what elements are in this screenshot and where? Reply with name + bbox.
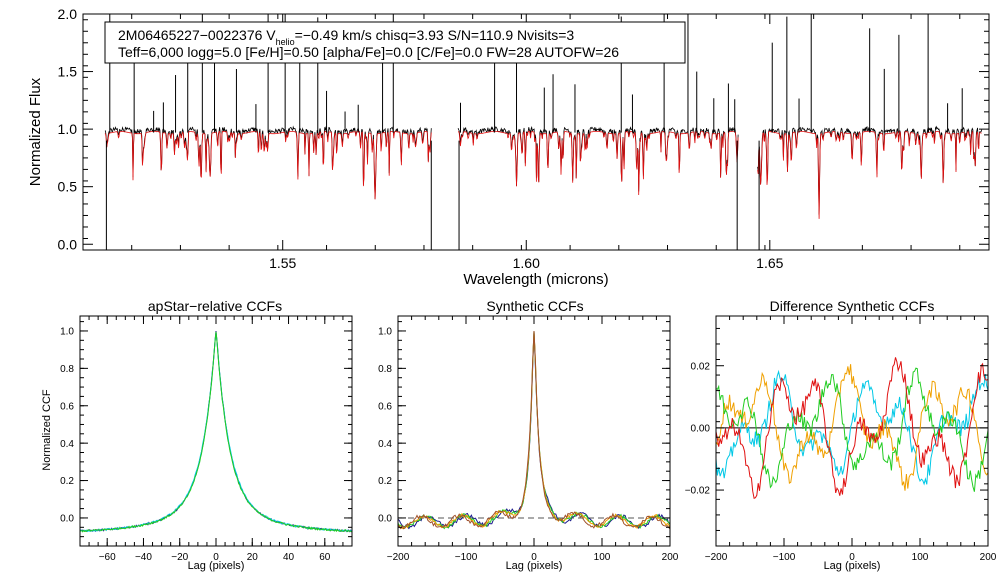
difference-ccf-ytick-label: −0.02 bbox=[685, 486, 711, 497]
apstar-ccf-ytick-label: 0.0 bbox=[60, 514, 74, 525]
spectrum-xtick-label: 1.55 bbox=[269, 255, 296, 271]
spectrum-ytick-label: 2.0 bbox=[58, 6, 78, 22]
apstar-ccf-line bbox=[79, 330, 353, 533]
apstar-ccf-ylabel: Normalized CCF bbox=[41, 389, 53, 471]
apstar-ccf-xtick-label: −40 bbox=[135, 552, 152, 563]
difference-ccf-line bbox=[715, 357, 989, 500]
spectrum-ytick-label: 1.5 bbox=[58, 64, 78, 80]
apstar-ccf-ytick-label: 1.0 bbox=[60, 327, 74, 338]
spectrum-xlabel: Wavelength (microns) bbox=[463, 271, 608, 288]
synthetic-ccf-line bbox=[397, 330, 671, 530]
synthetic-ccf-xtick-label: −100 bbox=[455, 552, 478, 563]
spectrum-axes-frame bbox=[82, 13, 990, 251]
apstar-ccf-xlabel: Lag (pixels) bbox=[188, 560, 245, 572]
apstar-ccf-line bbox=[79, 331, 352, 533]
synthetic-ccf-title: Synthetic CCFs bbox=[486, 298, 583, 314]
apstar-ccf-xtick-label: 40 bbox=[283, 552, 295, 563]
apstar-ccf-ticks: −60 −40 −20 0 20 40 60 0.0 0.2 0.4 0.6 0.8 1.0 bbox=[60, 316, 353, 563]
spectrum-panel: 1.55 1.60 1.65 0.0 0.5 1.0 1.5 2.0 Normalized F… bbox=[27, 6, 990, 288]
difference-ccf-plot-area bbox=[715, 357, 989, 500]
annotation-line-1: 2M06465227−0022376 Vhelio=−0.49 km/s chi… bbox=[118, 27, 574, 47]
synthetic-ccf-ytick-label: 0.6 bbox=[378, 401, 392, 412]
apstar-ccf-ytick-label: 0.2 bbox=[60, 476, 74, 487]
spectrum-xtick-label: 1.65 bbox=[756, 255, 783, 271]
observed-spectrum-chip-1 bbox=[104, 125, 432, 200]
apstar-ccf-title: apStar−relative CCFs bbox=[148, 298, 282, 314]
synthetic-ccf-ticks: −200 −100 0 100 200 0.0 0.2 0.4 0.6 0.8 1.0 bbox=[378, 316, 679, 563]
synthetic-ccf-ytick-label: 0.2 bbox=[378, 476, 392, 487]
annotation-line-1-suffix: =−0.49 km/s chisq=3.93 S/N=110.9 Nvisits… bbox=[295, 27, 575, 43]
synthetic-ccf-ytick-label: 0.8 bbox=[378, 364, 392, 375]
spectrum-ticks: 1.55 1.60 1.65 0.0 0.5 1.0 1.5 2.0 bbox=[58, 6, 989, 271]
difference-ccf-ytick-label: 0.02 bbox=[691, 361, 711, 372]
apstar-ccf-xtick-label: 20 bbox=[247, 552, 259, 563]
synthetic-ccf-axes-frame bbox=[397, 315, 671, 547]
difference-ccf-xlabel: Lag (pixels) bbox=[824, 560, 881, 572]
spectrum-ytick-label: 1.0 bbox=[58, 121, 78, 137]
synthetic-ccf-xtick-label: 0 bbox=[531, 552, 537, 563]
apstar-ccf-line bbox=[79, 332, 353, 533]
observed-spectrum-chip-2 bbox=[457, 125, 739, 192]
spectrum-xtick-label: 1.60 bbox=[513, 255, 540, 271]
spectrum-ylabel: Normalized Flux bbox=[27, 77, 44, 186]
apstar-ccf-xtick-label: 60 bbox=[319, 552, 331, 563]
difference-ccf-ytick-label: 0.00 bbox=[691, 423, 711, 434]
synthetic-ccf-line bbox=[397, 330, 671, 530]
difference-ccf-title: Difference Synthetic CCFs bbox=[770, 298, 935, 314]
synthetic-ccf-line bbox=[397, 330, 671, 530]
synthetic-ccf-xtick-label: 100 bbox=[594, 552, 611, 563]
difference-ccf-xtick-label: −100 bbox=[773, 552, 796, 563]
difference-ccf-xtick-label: −200 bbox=[705, 552, 728, 563]
annotation-line-2: Teff=6,000 logg=5.0 [Fe/H]=0.50 [alpha/F… bbox=[118, 44, 619, 60]
synthetic-ccf-xtick-label: 200 bbox=[662, 552, 679, 563]
difference-ccf-panel: Difference Synthetic CCFs −200 −100 0 100 20… bbox=[685, 298, 997, 572]
model-spectrum-chip-1 bbox=[104, 130, 432, 200]
spectrum-ytick-label: 0.0 bbox=[58, 236, 78, 252]
apstar-ccf-xtick-label: 0 bbox=[213, 552, 219, 563]
model-spectrum-chip-2 bbox=[458, 130, 739, 196]
spectrum-annotation-box: 2M06465227−0022376 Vhelio=−0.49 km/s chi… bbox=[104, 21, 686, 64]
difference-ccf-line bbox=[715, 367, 989, 492]
synthetic-ccf-plot-area bbox=[397, 330, 671, 530]
synthetic-ccf-panel: Synthetic CCFs −200 −100 0 100 200 0.0 0.2 0.4 0… bbox=[378, 298, 679, 572]
difference-ccf-xtick-label: 0 bbox=[849, 552, 855, 563]
apstar-ccf-plot-area bbox=[79, 330, 353, 533]
synthetic-ccf-ytick-label: 0.4 bbox=[378, 439, 392, 450]
spectrum-ytick-label: 0.5 bbox=[58, 179, 78, 195]
difference-ccf-line bbox=[715, 364, 989, 491]
apstar-ccf-xtick-label: −20 bbox=[171, 552, 188, 563]
synthetic-ccf-xlabel: Lag (pixels) bbox=[506, 560, 563, 572]
synthetic-ccf-xtick-label: −200 bbox=[387, 552, 410, 563]
difference-ccf-xtick-label: 100 bbox=[912, 552, 929, 563]
apstar-ccf-panel: apStar−relative CCFs −60 −40 −20 0 20 40 60 0.0… bbox=[41, 298, 353, 572]
annotation-line-1-prefix: 2M06465227−0022376 V bbox=[118, 27, 276, 43]
difference-ccf-xtick-label: 200 bbox=[980, 552, 997, 563]
difference-ccf-ticks: −200 −100 0 100 200 −0.02 0.00 0.02 bbox=[685, 316, 997, 563]
apstar-ccf-xtick-label: −60 bbox=[99, 552, 116, 563]
apstar-ccf-axes-frame bbox=[79, 315, 353, 547]
spectrum-plot-area bbox=[104, 14, 983, 250]
annotation-line-1-subscript: helio bbox=[276, 37, 295, 47]
apstar-ccf-ytick-label: 0.4 bbox=[60, 439, 74, 450]
apstar-ccf-ytick-label: 0.6 bbox=[60, 401, 74, 412]
synthetic-ccf-ytick-label: 0.0 bbox=[378, 514, 392, 525]
observed-spectrum-chip-3 bbox=[757, 125, 983, 215]
synthetic-ccf-line bbox=[397, 330, 671, 530]
annotation-frame bbox=[104, 21, 686, 64]
synthetic-ccf-ytick-label: 1.0 bbox=[378, 327, 392, 338]
apstar-ccf-ytick-label: 0.8 bbox=[60, 364, 74, 375]
model-spectrum-chip-3 bbox=[757, 130, 982, 219]
